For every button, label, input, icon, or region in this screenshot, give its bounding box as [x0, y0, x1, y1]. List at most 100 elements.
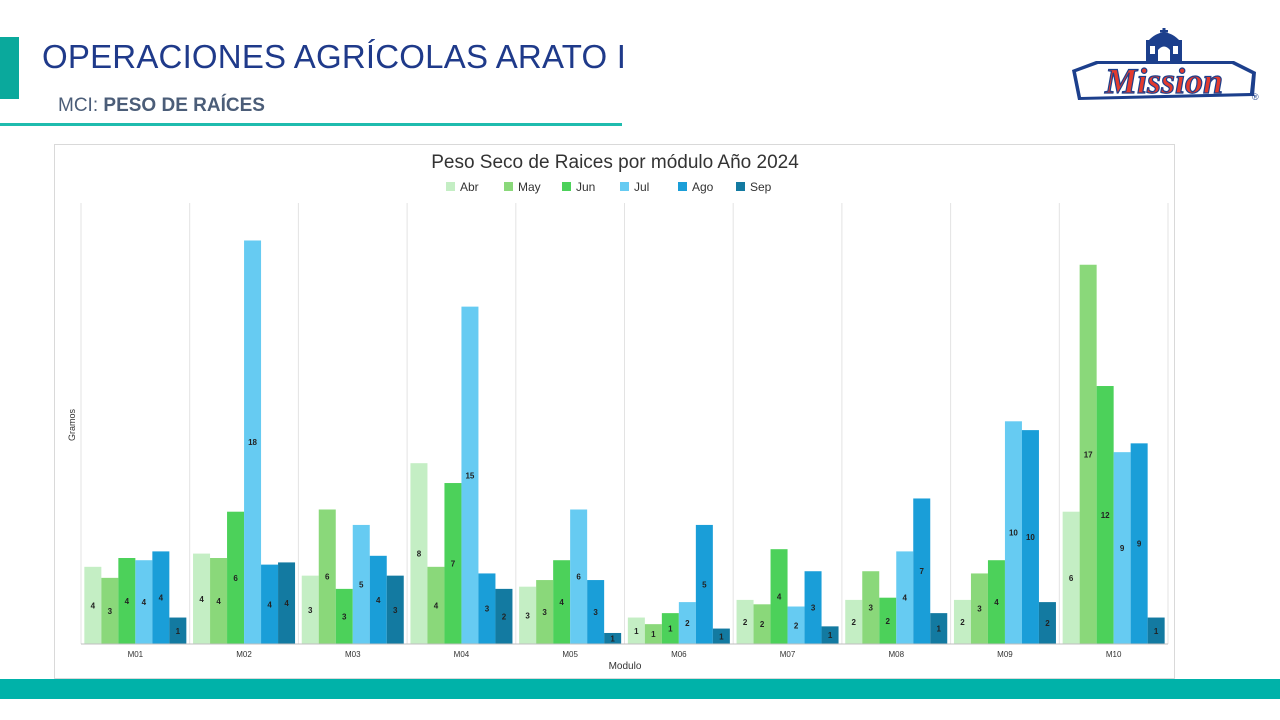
bar-sep-m05 [604, 632, 622, 644]
data-label: 4 [125, 597, 130, 606]
data-label: 3 [811, 604, 816, 613]
data-label: 1 [668, 625, 673, 634]
bar-jun-m02 [227, 511, 245, 644]
data-label: 3 [485, 605, 490, 614]
bar-jul-m02 [244, 240, 262, 645]
bar-ago-m08 [913, 498, 931, 644]
chart-bars [84, 240, 1165, 645]
bar-abr-m10 [1062, 511, 1080, 644]
bar-jul-m06 [678, 602, 696, 644]
data-label: 5 [359, 580, 364, 589]
bar-jul-m07 [787, 606, 805, 644]
data-label: 1 [937, 625, 942, 634]
bar-sep-m08 [930, 613, 948, 644]
data-label: 4 [434, 601, 439, 610]
bar-jul-m10 [1113, 452, 1131, 644]
bar-jun-m05 [553, 560, 571, 644]
x-axis-title: Modulo [609, 661, 642, 672]
bar-abr-m08 [845, 599, 863, 644]
mission-logo: Mission ® [1072, 28, 1259, 102]
chart-gridlines [80, 203, 1169, 644]
legend-label: Jul [634, 180, 649, 194]
bar-may-m03 [318, 509, 336, 644]
bar-may-m04 [427, 566, 445, 644]
bar-sep-m10 [1147, 617, 1165, 644]
bar-ago-m09 [1021, 430, 1039, 644]
data-label: 1 [610, 634, 615, 643]
legend-label: Sep [750, 180, 772, 194]
x-tick-label: M02 [236, 650, 252, 659]
bar-ago-m03 [369, 555, 387, 644]
data-label: 4 [994, 598, 999, 607]
bar-jul-m05 [570, 509, 588, 644]
bar-sep-m04 [495, 588, 513, 644]
data-label: 8 [417, 550, 422, 559]
x-tick-label: M07 [780, 650, 796, 659]
data-label: 1 [719, 632, 724, 641]
bar-abr-m02 [193, 553, 211, 644]
data-label: 3 [977, 605, 982, 614]
bar-jun-m06 [661, 613, 679, 644]
bar-sep-m02 [278, 562, 296, 644]
data-label: 12 [1101, 511, 1110, 520]
data-label: 6 [325, 573, 330, 582]
data-label: 2 [685, 619, 690, 628]
bar-jun-m08 [879, 597, 897, 644]
bar-ago-m06 [695, 524, 713, 644]
data-label: 6 [233, 574, 238, 583]
x-tick-label: M06 [671, 650, 687, 659]
data-label: 3 [542, 608, 547, 617]
data-label: 1 [828, 631, 833, 640]
data-label: 3 [393, 606, 398, 615]
data-label: 2 [852, 618, 857, 627]
data-label: 2 [1045, 619, 1050, 628]
data-label: 4 [159, 594, 164, 603]
bar-ago-m02 [261, 564, 279, 644]
data-label: 4 [284, 599, 289, 608]
bar-jun-m10 [1096, 386, 1114, 644]
data-label: 2 [760, 620, 765, 629]
data-label: 15 [465, 471, 474, 480]
bar-ago-m07 [804, 571, 822, 644]
data-label: 10 [1009, 529, 1018, 538]
chart-legend: Abr May Jun Jul Ago Sep [446, 180, 772, 194]
data-label: 10 [1026, 533, 1035, 542]
legend-swatch [736, 182, 745, 191]
data-label: 4 [216, 597, 221, 606]
data-label: 4 [376, 596, 381, 605]
legend-swatch [678, 182, 687, 191]
data-label: 7 [920, 567, 925, 576]
bar-ago-m01 [152, 551, 170, 644]
data-label: 3 [593, 608, 598, 617]
y-axis-title: Gramos [67, 409, 77, 442]
chart-title: Peso Seco de Raices por módulo Año 2024 [431, 152, 799, 173]
bar-may-m10 [1079, 264, 1097, 644]
x-tick-label: M10 [1106, 650, 1122, 659]
footer-band [0, 679, 1280, 699]
legend-swatch [620, 182, 629, 191]
title-underline [0, 123, 622, 126]
page-title: OPERACIONES AGRÍCOLAS ARATO I [42, 38, 627, 75]
data-label: 4 [777, 593, 782, 602]
bar-jun-m03 [335, 588, 353, 644]
bar-may-m09 [970, 573, 988, 644]
bar-abr-m01 [84, 566, 102, 644]
bar-may-m02 [210, 558, 228, 644]
data-label: 18 [248, 438, 257, 447]
bar-sep-m07 [821, 626, 839, 644]
x-tick-label: M01 [128, 650, 144, 659]
bar-jun-m01 [118, 558, 136, 644]
x-tick-label: M08 [888, 650, 904, 659]
legend-swatch [446, 182, 455, 191]
legend-swatch [562, 182, 571, 191]
title-accent-bar [0, 37, 19, 99]
bar-jul-m04 [461, 306, 479, 644]
bar-sep-m09 [1038, 602, 1056, 644]
bar-chart: Peso Seco de Raices por módulo Año 2024 … [67, 152, 1169, 672]
data-label: 1 [634, 627, 639, 636]
data-label: 3 [525, 611, 530, 620]
bar-jul-m03 [352, 524, 370, 644]
x-axis-tick-labels: M01 M02 M03 M04 M05 M06 M07 M08 M09 M10 [128, 650, 1122, 659]
bar-may-m01 [101, 577, 119, 644]
subtitle-prefix: MCI: [58, 95, 104, 116]
